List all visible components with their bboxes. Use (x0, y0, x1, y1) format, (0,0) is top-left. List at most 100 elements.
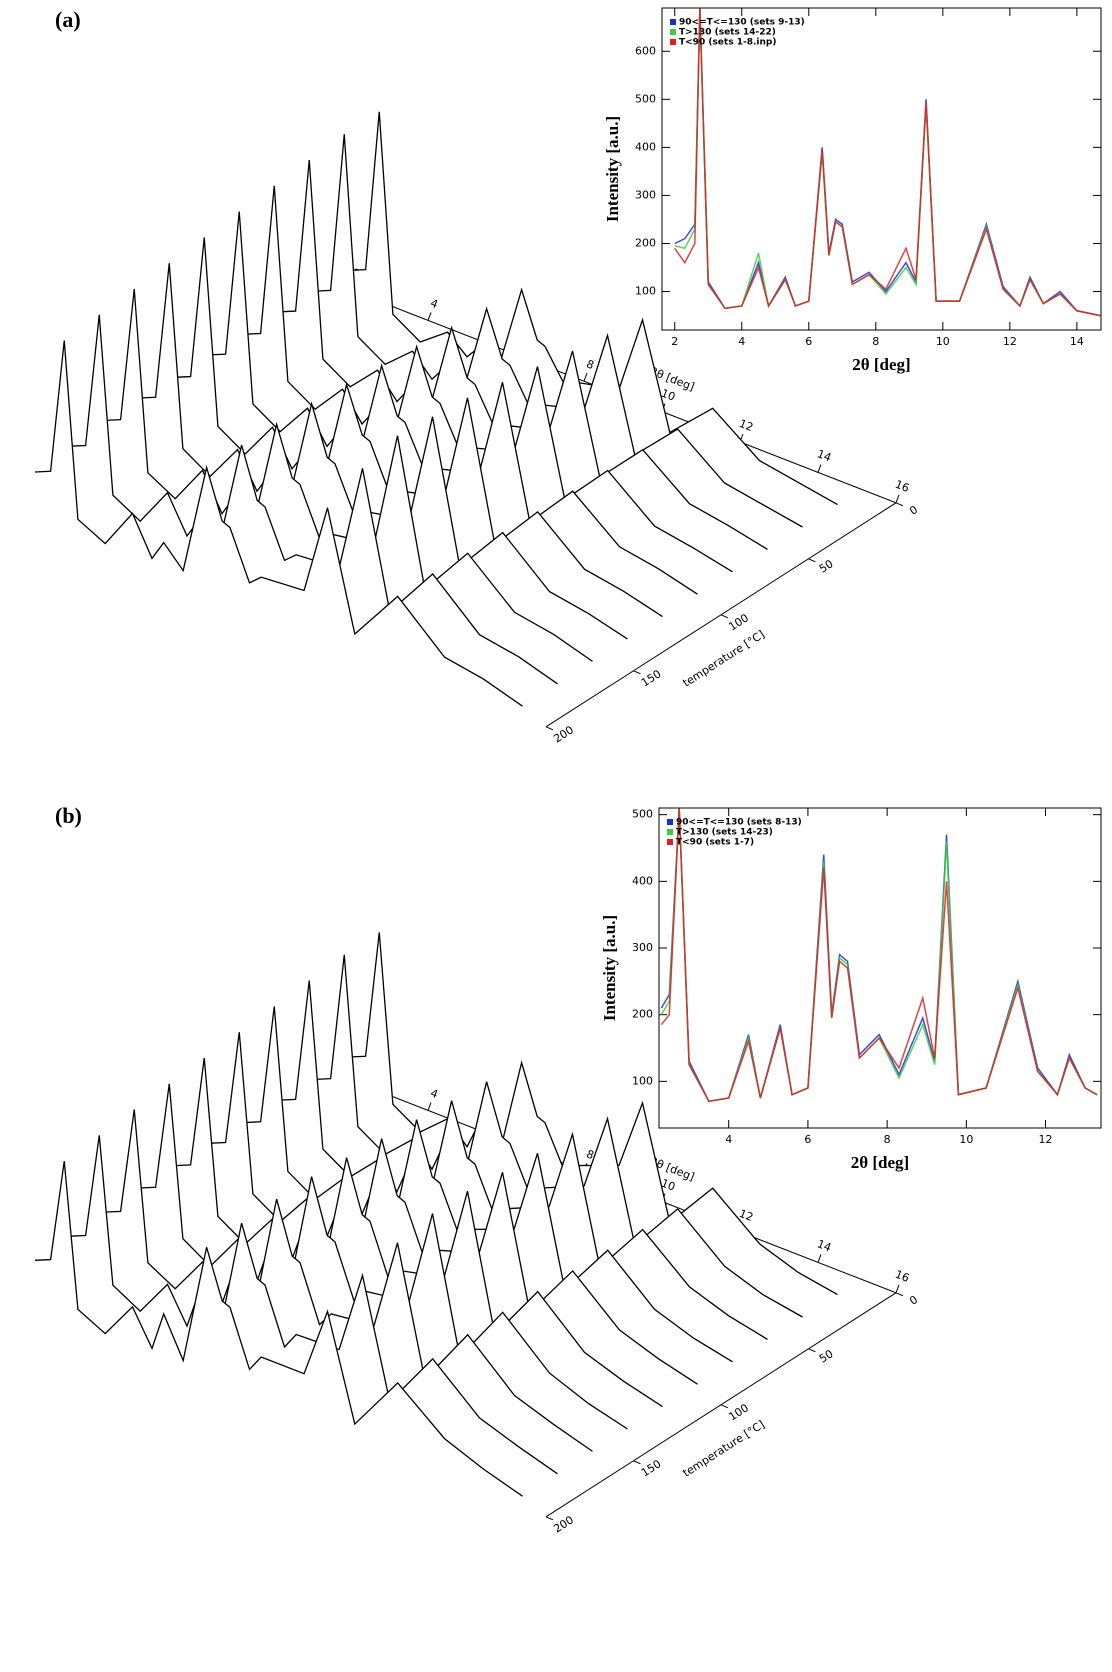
trace (34, 340, 523, 707)
x-tick-label: 10 (659, 387, 677, 404)
line-chart: 4 6 8 10 12 100 200 300 400 500 90<=T<=130 (sets 8… (600, 807, 1102, 1172)
y-tick-label: 400 (635, 140, 656, 153)
x-tick-label: 12 (1039, 1133, 1053, 1146)
trace (209, 211, 698, 595)
z-tick-label: 150 (639, 667, 664, 689)
plot-frame (661, 7, 1102, 331)
waterfall: 2468101214162θ [deg]050100150200temperat… (34, 932, 920, 1536)
x-tick (817, 464, 822, 473)
legend-swatch (670, 19, 676, 25)
z-tick (895, 1292, 904, 1297)
x-tick (895, 494, 900, 503)
z-tick-label: 200 (551, 723, 576, 745)
x-tick-label: 4 (429, 1087, 440, 1102)
trace-fill (175, 237, 663, 643)
trace (69, 314, 558, 685)
y-axis-title: Intensity [a.u.] (600, 915, 619, 1021)
trace-fill (140, 263, 628, 666)
z-tick (720, 614, 729, 619)
trace (34, 1161, 523, 1497)
trace (349, 932, 838, 1296)
z-tick-label: 100 (726, 611, 751, 633)
trace-fill (245, 185, 733, 599)
plot-background (659, 808, 1101, 1128)
y-tick-label: 300 (635, 188, 656, 201)
z-tick (808, 558, 816, 563)
trace (139, 263, 628, 640)
x-tick-label: 2 (671, 335, 678, 348)
trace (174, 1057, 663, 1408)
x-tick-label: 12 (737, 417, 755, 434)
y-tick-label: 400 (632, 874, 653, 887)
legend-label: T<90 (sets 1-7) (676, 838, 754, 848)
trace-fill (35, 1161, 523, 1523)
x-tick-label: 10 (659, 1177, 677, 1194)
trace (349, 111, 838, 506)
z-tick (895, 502, 904, 507)
legend-label: 90<=T<=130 (sets 9-13) (679, 18, 805, 28)
trace-fill (280, 980, 768, 1366)
trace-fill (210, 1032, 698, 1411)
z-tick (720, 1404, 729, 1409)
z-axis-title: temperature [°C] (680, 1418, 767, 1480)
series-line (674, 8, 1101, 317)
trace-fill (105, 289, 593, 688)
trace (244, 185, 733, 573)
trace-fill (105, 1109, 593, 1478)
y-tick-label: 300 (632, 941, 653, 954)
z-tick-label: 0 (907, 503, 920, 518)
x-tick-label: 14 (815, 1237, 833, 1254)
legend-swatch (667, 839, 673, 845)
x-tick-label: 4 (738, 335, 745, 348)
trace (69, 1135, 558, 1475)
trace-fill (175, 1058, 663, 1433)
trace-fill (315, 954, 803, 1344)
x-tick-label: 8 (585, 1147, 596, 1162)
y-axis-title: Intensity [a.u.] (603, 116, 622, 222)
trace-fill (350, 932, 838, 1321)
trace-fill (210, 211, 698, 621)
x-tick (895, 1284, 900, 1293)
plot-background (662, 8, 1101, 330)
x-tick-label: 6 (804, 1133, 811, 1146)
trace (104, 288, 593, 662)
z-tick (545, 726, 554, 731)
trace (279, 980, 768, 1340)
trace-fill (280, 160, 768, 576)
legend-swatch (667, 829, 673, 835)
z-tick-label: 200 (551, 1513, 576, 1535)
legend-label: 90<=T<=130 (sets 8-13) (676, 818, 802, 828)
y-tick-label: 500 (635, 92, 656, 105)
y-tick-label: 100 (635, 285, 656, 298)
trace (244, 1006, 733, 1363)
y-tick-label: 600 (635, 44, 656, 57)
z-tick-label: 100 (726, 1401, 751, 1423)
x-tick (583, 373, 588, 382)
trace (314, 954, 803, 1318)
z-tick-label: 150 (639, 1457, 664, 1479)
x-tick-label: 12 (737, 1207, 755, 1224)
trace (279, 159, 768, 550)
legend-label: T<90 (sets 1-8.inp) (679, 38, 776, 48)
z-tick (633, 670, 641, 675)
legend-swatch (667, 819, 673, 825)
plot-frame (658, 807, 1102, 1129)
z-tick (633, 1460, 641, 1465)
x-tick-label: 10 (959, 1133, 973, 1146)
x-tick-label: 14 (815, 447, 833, 464)
z-axis-title: temperature [°C] (680, 628, 767, 690)
x-tick (427, 312, 432, 321)
panel-label: (a) (55, 7, 81, 32)
legend-label: T>130 (sets 14-23) (676, 828, 773, 838)
series-line (660, 808, 1098, 1103)
z-tick (545, 1516, 554, 1521)
z-tick-label: 50 (817, 557, 836, 575)
trace-fill (140, 1083, 628, 1456)
trace-fill (70, 1135, 558, 1501)
legend-swatch (670, 29, 676, 35)
x-tick-label: 10 (936, 335, 950, 348)
z-tick (808, 1348, 816, 1353)
panel-label: (b) (55, 803, 82, 828)
z-tick-label: 50 (817, 1347, 836, 1365)
